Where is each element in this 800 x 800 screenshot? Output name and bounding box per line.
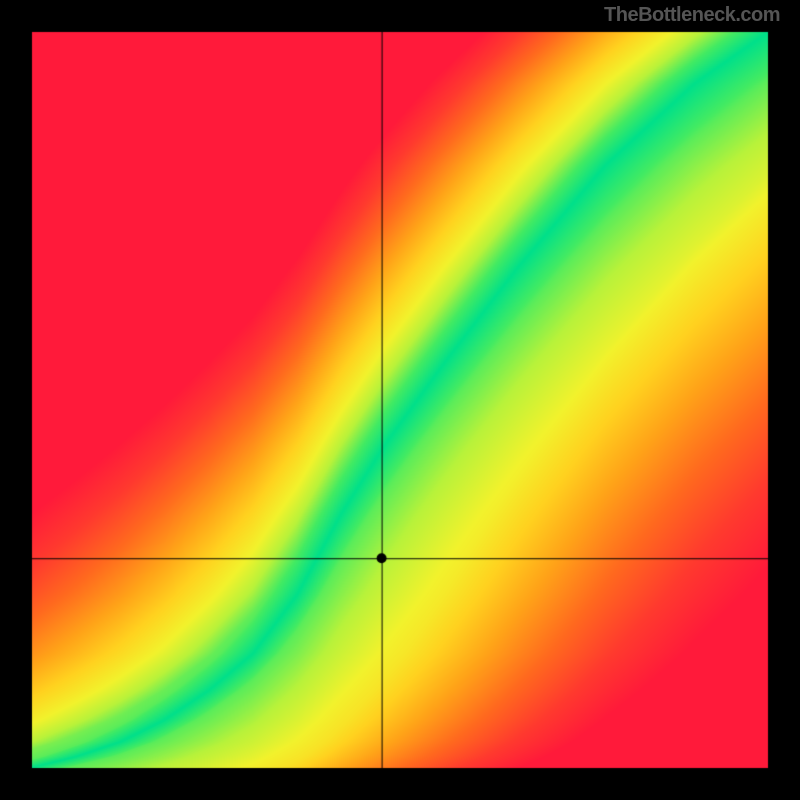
heatmap-canvas [0,0,800,800]
chart-root: TheBottleneck.com [0,0,800,800]
attribution-label: TheBottleneck.com [604,4,780,27]
